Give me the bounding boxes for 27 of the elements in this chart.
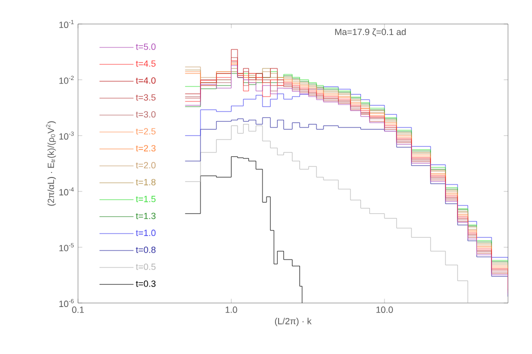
y-tick-label: 10$^{-3}$ [59, 132, 74, 140]
legend-label: t=2.5 [136, 128, 156, 134]
legend-label: t=4.5 [136, 60, 156, 67]
legend-label: t=4.0 [136, 77, 156, 84]
legend-label: t=1.5 [136, 196, 156, 202]
legend-label: t=5.0 [136, 44, 156, 50]
y-tick-label: 10$^{-2}$ [59, 76, 74, 84]
legend-label: t=0.3 [136, 280, 156, 287]
x-tick-label: 10.0 [376, 306, 393, 313]
y-tick-label: 10$^{-4}$ [59, 187, 74, 196]
x-tick-label: 0.1 [72, 306, 84, 313]
legend-label: t=1.8 [136, 178, 156, 186]
legend-label: t=3.5 [136, 94, 156, 101]
legend-label: t=1.0 [136, 230, 156, 236]
x-tick-label: 1.0 [226, 306, 238, 313]
legend-label: t=2.0 [136, 162, 156, 168]
y-tick-label: 10$^{-6}$ [59, 298, 74, 308]
y-tick-label: 10$^{-1}$ [59, 20, 74, 28]
y-tick-label: 10$^{-5}$ [59, 243, 74, 252]
legend-label: t=2.3 [136, 145, 156, 152]
y-axis-title: (2π/αL) · E$_{tr}$(k)/(ρ$_{0}$V$^{2}$) [46, 121, 56, 206]
legend-label: t=3.0 [136, 111, 156, 118]
legend-label: t=1.3 [136, 212, 156, 220]
x-axis-title: (L/2π) · k [275, 318, 312, 326]
legend-label: t=0.8 [136, 246, 156, 253]
legend-label: t=0.5 [136, 264, 156, 270]
chart-title: Ma=17.9 ζ=0.1 ad [335, 28, 406, 37]
